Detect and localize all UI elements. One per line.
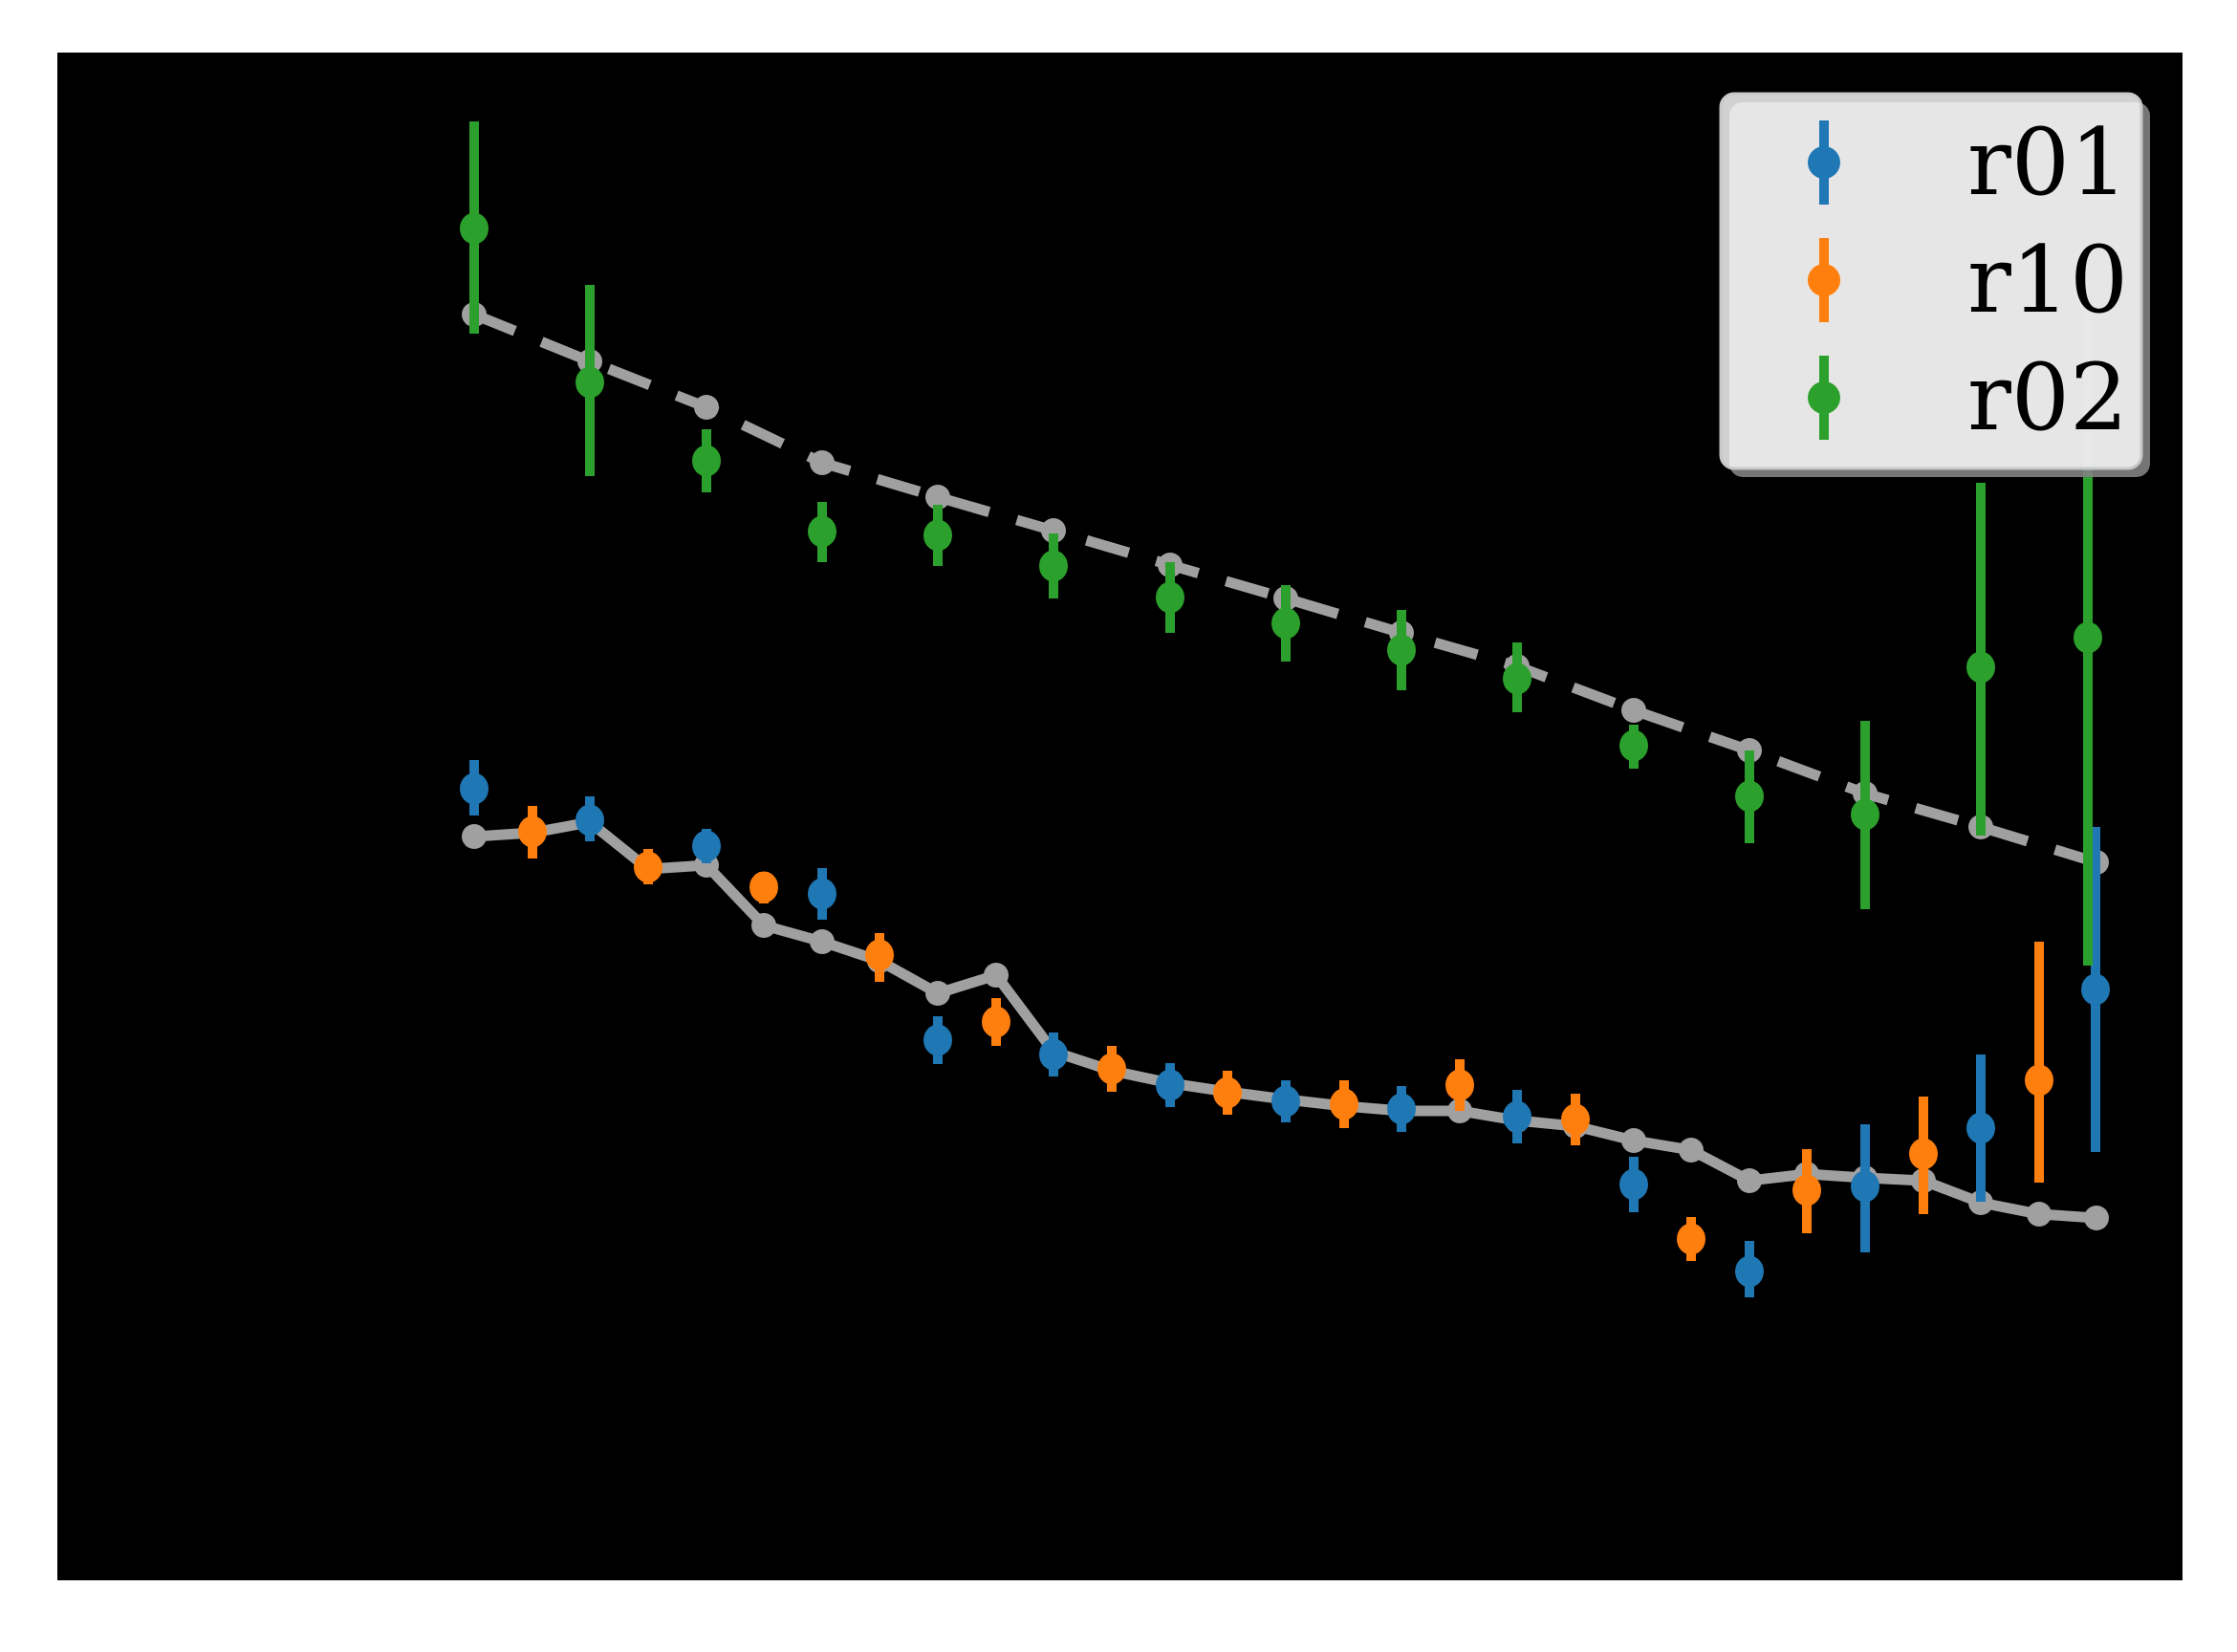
lower-solid-gray-dot — [2084, 1206, 2109, 1230]
r01-marker — [576, 804, 604, 837]
marker-glyph-r02 — [1808, 381, 1840, 414]
r10-marker — [1561, 1103, 1590, 1136]
r01-marker — [692, 830, 721, 862]
r01-marker — [1387, 1093, 1416, 1125]
upper-dashed-gray-dot — [925, 485, 950, 510]
r01-marker — [1271, 1085, 1300, 1118]
r10-marker — [1213, 1076, 1242, 1109]
upper-dashed-gray-dot — [1621, 698, 1646, 723]
data-series-layer — [460, 121, 2110, 1297]
legend-item-r02[interactable]: r02 — [1808, 344, 2128, 451]
upper-dashed-gray-dot — [810, 450, 835, 475]
lower-solid-gray-dot — [925, 981, 950, 1006]
r01-marker — [923, 1024, 952, 1056]
r02-marker — [923, 519, 952, 552]
r01-marker — [2081, 973, 2110, 1006]
lower-solid-gray-dot — [1737, 1168, 1762, 1193]
r01-marker — [1039, 1038, 1068, 1071]
r02-marker — [576, 366, 604, 399]
r01-marker — [808, 878, 836, 910]
r10-marker — [1097, 1053, 1126, 1085]
r02-marker — [1735, 780, 1764, 813]
lower-solid-gray-dot — [462, 824, 487, 849]
marker-glyph-r01 — [1808, 146, 1840, 179]
r10-marker — [634, 851, 662, 883]
r01-marker — [1503, 1100, 1531, 1133]
legend-item-r10[interactable]: r10 — [1808, 227, 2128, 334]
r01-marker — [1619, 1168, 1648, 1201]
legend-label-r10: r10 — [1967, 227, 2128, 334]
r01-marker — [1156, 1069, 1184, 1101]
r02-marker — [1503, 663, 1531, 695]
legend-item-r01[interactable]: r01 — [1808, 109, 2128, 216]
series-r01 — [460, 760, 2110, 1297]
r10-marker — [1677, 1223, 1705, 1255]
r10-marker — [1792, 1174, 1821, 1206]
upper-dashed-gray-dot — [1041, 518, 1066, 543]
lower-solid-gray-dot — [1968, 1190, 1993, 1215]
r01-marker — [1735, 1255, 1764, 1288]
r10-marker — [865, 939, 894, 971]
legend-label-r02: r02 — [1967, 344, 2128, 451]
r10-marker — [1445, 1069, 1474, 1101]
r01-marker — [460, 772, 489, 805]
lower-solid-gray-dot — [1679, 1138, 1704, 1163]
lower-solid-gray-dot — [1621, 1128, 1646, 1153]
marker-glyph-r10 — [1808, 264, 1840, 296]
r02-marker — [1156, 581, 1184, 614]
r10-marker — [749, 871, 778, 903]
r02-marker — [1619, 729, 1648, 762]
r02-marker — [460, 212, 489, 245]
legend-items: r01 r10 r02 — [1808, 109, 2128, 451]
r10-marker — [2025, 1064, 2053, 1097]
lower-solid-gray-dot — [984, 963, 1009, 988]
r10-marker — [1330, 1088, 1358, 1120]
r10-marker — [1909, 1138, 1938, 1170]
r02-marker — [808, 515, 836, 548]
r02-marker — [1851, 798, 1879, 831]
r02-marker — [1271, 607, 1300, 640]
r01-marker — [1851, 1170, 1879, 1203]
legend: r01 r10 r02 — [1719, 92, 2150, 477]
lower-solid-gray-dot — [2027, 1202, 2052, 1227]
r02-marker — [2074, 621, 2102, 654]
upper-dashed-gray-dot — [694, 395, 719, 420]
lower-solid-gray-dot — [810, 929, 835, 954]
r02-marker — [692, 445, 721, 477]
upper-dashed-gray-line — [471, 309, 2098, 868]
legend-label-r01: r01 — [1967, 109, 2128, 216]
r02-marker — [1387, 634, 1416, 666]
r02-marker — [1039, 550, 1068, 582]
lower-solid-gray-dot — [751, 913, 776, 938]
r10-marker — [982, 1006, 1010, 1038]
r10-marker — [518, 815, 547, 848]
series-r10 — [518, 806, 2053, 1261]
r01-marker — [1966, 1112, 1995, 1144]
r02-marker — [1966, 651, 1995, 684]
